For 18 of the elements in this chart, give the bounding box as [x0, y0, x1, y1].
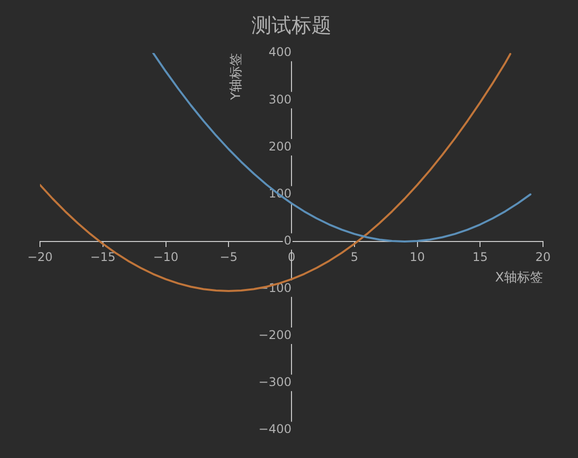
y-tick-label: 200	[268, 139, 292, 154]
x-tick-label: −15	[90, 250, 116, 264]
y-tick-label: −400	[258, 422, 292, 436]
x-tick-label: 5	[350, 250, 358, 264]
y-tick-label: −300	[258, 375, 292, 389]
y-tick-label: −200	[258, 328, 292, 342]
x-tick-label: −10	[153, 250, 178, 264]
x-tick-label: 10	[410, 250, 425, 264]
x-tick-label: −5	[220, 250, 238, 264]
x-tick-label: 20	[535, 250, 551, 264]
y-tick-label: 300	[268, 92, 292, 106]
x-tick-label: 15	[472, 250, 488, 264]
y-axis-title: Y轴标签	[228, 53, 244, 101]
y-tick-label: 400	[268, 45, 292, 60]
y-tick-label: 0	[284, 234, 292, 248]
chart-title: 测试标题	[252, 13, 332, 38]
x-axis-title: X轴标签	[495, 270, 543, 286]
x-tick-label: −20	[27, 250, 53, 264]
